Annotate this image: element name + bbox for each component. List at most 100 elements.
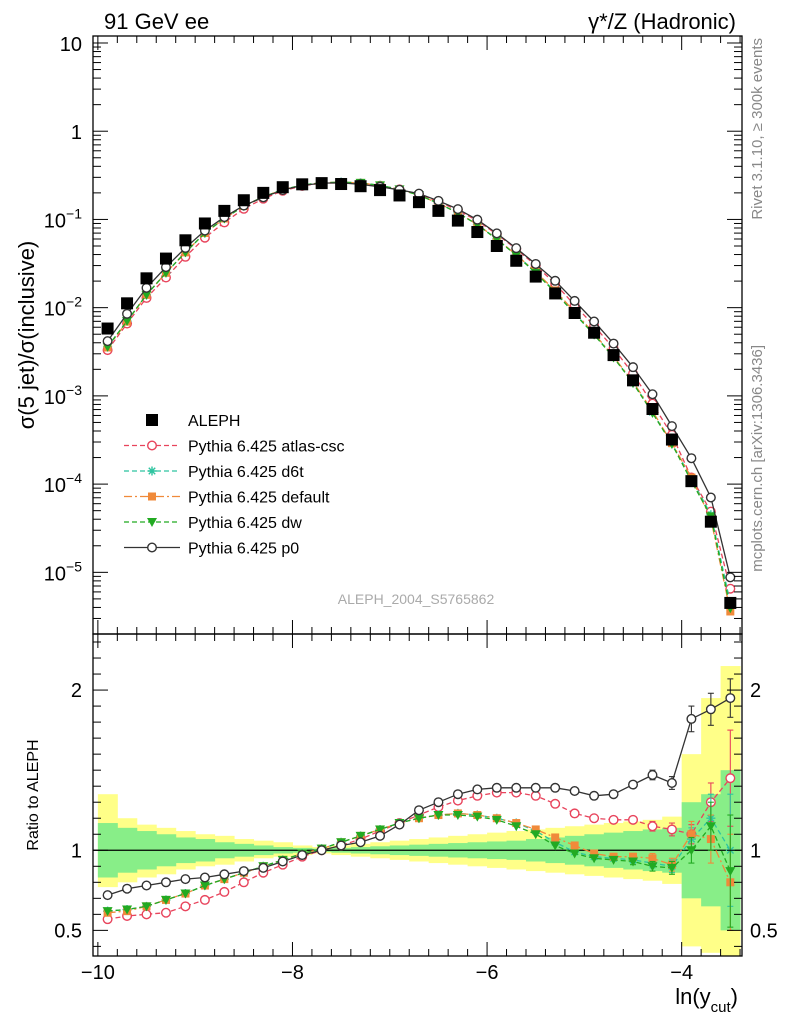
legend-entry: Pythia 6.425 default xyxy=(124,490,330,507)
main-series-point xyxy=(589,316,600,327)
main-plot-marks xyxy=(101,177,737,616)
main-series-point xyxy=(452,204,463,215)
legend-label: Pythia 6.425 p0 xyxy=(188,541,299,558)
ratio-y-tick-label-right: 1 xyxy=(750,840,761,862)
ratio-series-point xyxy=(160,877,171,888)
ratio-series-point xyxy=(608,789,619,800)
data-point xyxy=(451,214,464,227)
x-axis-label-main: ln(y xyxy=(675,984,710,1009)
ratio-series-point xyxy=(160,895,171,905)
main-series-point xyxy=(666,421,677,432)
ratio-series-point xyxy=(569,808,580,819)
x-tick-label: −4 xyxy=(670,962,693,984)
data-point xyxy=(257,186,270,199)
data-point xyxy=(646,403,659,416)
ratio-series-point xyxy=(452,789,463,800)
rivet-version-label: Rivet 3.1.10, ≥ 300k events xyxy=(749,38,766,220)
main-series-point xyxy=(511,243,522,254)
main-series-point xyxy=(141,290,152,300)
data-point xyxy=(335,178,348,191)
ratio-series-point xyxy=(705,704,716,715)
ratio-series-point xyxy=(491,815,502,825)
ratio-series-point xyxy=(608,855,619,865)
ratio-y-axis-label: Ratio to ALEPH xyxy=(25,739,42,850)
data-point xyxy=(354,180,367,193)
ratio-series-point xyxy=(219,869,230,880)
ratio-series-point xyxy=(608,814,619,825)
data-point xyxy=(588,326,601,339)
data-point xyxy=(218,204,231,217)
ratio-series-point xyxy=(199,881,210,891)
ratio-series-point xyxy=(647,862,658,872)
main-y-tick-label: 10−1 xyxy=(44,205,82,232)
ratio-series-point xyxy=(648,854,657,863)
data-point xyxy=(276,181,289,194)
ratio-series-point xyxy=(180,874,191,885)
main-series-point xyxy=(530,258,541,269)
ratio-series-point xyxy=(472,812,483,822)
x-tick-label: −8 xyxy=(281,962,304,984)
legend-label: Pythia 6.425 default xyxy=(188,490,330,507)
ratio-series-point xyxy=(413,805,424,816)
main-series-point xyxy=(122,317,133,327)
ratio-series-point xyxy=(219,886,230,897)
main-y-axis-label: σ(5 jet)/σ(inclusive) xyxy=(14,241,39,430)
main-series-point xyxy=(686,453,697,464)
ratio-series-point xyxy=(511,822,522,832)
data-point xyxy=(471,226,484,239)
ratio-series-point xyxy=(666,824,677,835)
ratio-series-point xyxy=(199,894,210,905)
ratio-series-point xyxy=(705,822,716,832)
legend-entry: Pythia 6.425 dw xyxy=(124,515,302,532)
ratio-y-tick-label-left: 1 xyxy=(71,840,82,862)
header-left: 91 GeV ee xyxy=(104,9,209,34)
main-series-point xyxy=(628,362,639,373)
legend-label: Pythia 6.425 atlas-csc xyxy=(188,439,345,456)
ratio-plot-frame xyxy=(92,633,743,957)
ratio-series-point xyxy=(238,866,249,877)
data-point xyxy=(140,272,153,285)
ratio-series-point xyxy=(141,880,152,891)
x-axis-label: ln(ycut) xyxy=(675,984,738,1016)
ratio-series-point xyxy=(629,852,638,861)
data-point xyxy=(159,252,172,265)
x-axis-label-close: ) xyxy=(731,984,738,1009)
ratio-y-tick-label-left: 2 xyxy=(71,680,82,702)
legend: ALEPH Pythia 6.425 atlas-csc Pythia 6.425 … xyxy=(124,413,345,558)
ratio-series-point xyxy=(277,856,288,867)
ratio-series-point xyxy=(141,902,152,912)
ratio-y-tick-label-right: 0.5 xyxy=(750,920,778,942)
main-y-tick-label: 10−4 xyxy=(44,470,82,497)
data-point xyxy=(432,204,445,217)
main-y-tick-label: 1 xyxy=(71,122,82,144)
ratio-series-point xyxy=(180,889,191,899)
data-point xyxy=(237,194,250,207)
data-point xyxy=(393,189,406,202)
main-series-point xyxy=(550,275,561,286)
analysis-label: ALEPH_2004_S5765862 xyxy=(338,591,495,607)
main-series-point xyxy=(725,572,736,583)
data-point xyxy=(490,239,503,252)
ratio-series-point xyxy=(180,901,191,912)
legend-label: Pythia 6.425 d6t xyxy=(188,464,304,481)
main-series-point xyxy=(705,492,716,503)
ratio-y-axis: 0.5 0.5 1 1 2 2 xyxy=(54,641,778,947)
main-series-point xyxy=(122,308,133,319)
ratio-series-point xyxy=(511,782,522,793)
ratio-series-point xyxy=(666,863,677,873)
ratio-series-point xyxy=(238,877,249,888)
data-point xyxy=(179,234,192,247)
ratio-series-point xyxy=(725,773,736,784)
data-point xyxy=(529,270,542,283)
ratio-plot-marks xyxy=(93,678,742,931)
legend-marker xyxy=(147,518,157,527)
data-point xyxy=(607,349,620,362)
ratio-series-point xyxy=(102,890,113,901)
data-point xyxy=(665,433,678,446)
data-point xyxy=(568,306,581,319)
ratio-series-point xyxy=(687,830,696,839)
ratio-series-point xyxy=(628,779,639,790)
legend-entry: Pythia 6.425 p0 xyxy=(124,541,299,558)
